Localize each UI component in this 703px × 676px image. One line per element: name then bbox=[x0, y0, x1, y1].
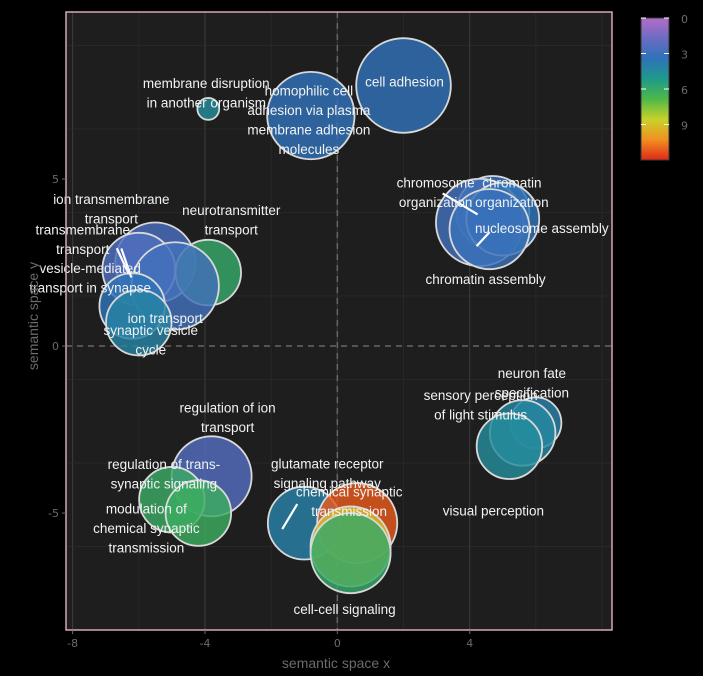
term-label-2: cell adhesion bbox=[365, 74, 444, 89]
x-axis-title: semantic space x bbox=[282, 655, 390, 671]
term-label-17: regulation of trans-synaptic signaling bbox=[108, 457, 221, 492]
bubble-15 bbox=[475, 412, 544, 480]
bubble-1 bbox=[266, 70, 356, 161]
bubble-22 bbox=[309, 512, 392, 595]
term-label-5: nucleosome assembly bbox=[475, 221, 609, 236]
leader-line-6 bbox=[475, 231, 491, 247]
term-label-8: transmembrane transport bbox=[36, 222, 131, 257]
term-label-10: ion transport bbox=[128, 311, 203, 326]
y-tick-label: 0 bbox=[52, 340, 59, 353]
y-axis-title: semantic space y bbox=[25, 262, 41, 370]
leader-line-19 bbox=[281, 503, 299, 530]
term-label-22: cell-cell signaling bbox=[294, 602, 396, 617]
colorbar-tick-label: 6 bbox=[681, 84, 688, 97]
colorbar-tick-label: 9 bbox=[681, 120, 688, 133]
x-axis-ticks: -8 -4 0 4 bbox=[67, 630, 473, 650]
bubble-12 bbox=[105, 289, 173, 357]
term-label-15: visual perception bbox=[443, 503, 544, 518]
leader-line-4 bbox=[442, 192, 479, 216]
x-tick-label: -4 bbox=[199, 637, 210, 650]
term-label-13: neuron fate specification bbox=[495, 366, 569, 401]
term-label-0: membrane disruption in another organism bbox=[143, 76, 270, 111]
leader-line-7 bbox=[120, 248, 133, 278]
term-label-20: chemical synaptic transmission bbox=[296, 484, 403, 519]
bubble-2 bbox=[355, 37, 452, 134]
leader-line-8 bbox=[115, 247, 130, 275]
colorbar-tick-label: 3 bbox=[681, 49, 688, 62]
x-tick-label: 0 bbox=[334, 637, 341, 650]
term-label-18: modulation of chemical synaptic transmissi… bbox=[93, 502, 200, 556]
x-tick-label: -8 bbox=[67, 637, 78, 650]
label-leader-lines bbox=[115, 192, 491, 530]
term-label-3: chromatin organization bbox=[475, 176, 549, 211]
y-axis-ticks: -5 0 5 bbox=[48, 173, 66, 520]
term-label-9: neurotransmitter transport bbox=[182, 203, 281, 238]
colorbar-legend: 0 3 6 9 bbox=[640, 13, 688, 161]
plot-border bbox=[65, 11, 613, 631]
term-label-14: sensory perception of light stimulus bbox=[424, 388, 538, 423]
bubble-0 bbox=[196, 97, 221, 121]
colorbar-tick-label: 0 bbox=[681, 13, 688, 26]
term-label-7: ion transmembrane transport bbox=[53, 192, 169, 227]
term-label-6: chromatin assembly bbox=[426, 272, 546, 287]
x-tick-label: 4 bbox=[466, 637, 473, 650]
term-label-16: regulation of ion transport bbox=[180, 401, 276, 436]
term-label-11: vesicle-mediated transport in synapse bbox=[29, 261, 151, 296]
term-label-4: chromosome organization bbox=[397, 176, 475, 211]
term-labels: membrane disruption in another organismho… bbox=[29, 74, 608, 617]
y-tick-label: -5 bbox=[48, 507, 59, 520]
term-label-1: homophilic cell adhesion via plasma membra… bbox=[247, 83, 371, 157]
term-label-12: synaptic vesicle cycle bbox=[104, 323, 199, 358]
y-tick-label: 5 bbox=[52, 173, 59, 186]
term-label-19: glutamate receptor signaling pathway bbox=[271, 456, 384, 491]
bubbles bbox=[98, 37, 563, 595]
bubble-18 bbox=[164, 479, 233, 547]
